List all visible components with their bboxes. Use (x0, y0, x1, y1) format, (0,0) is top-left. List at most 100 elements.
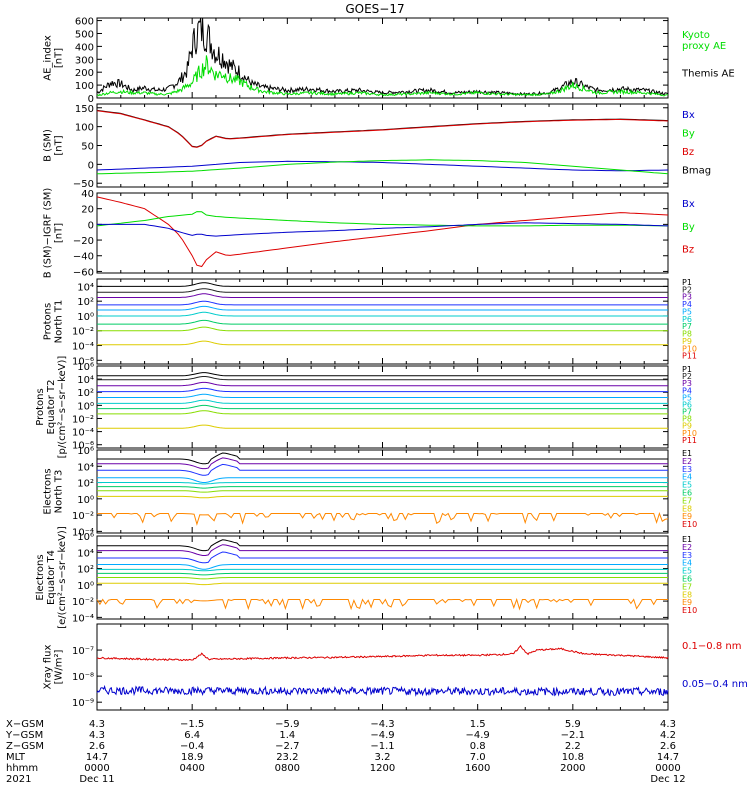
chart-title: GOES−17 (345, 2, 404, 16)
channel-label-p10: P10 (682, 344, 697, 353)
channel-label-p9: P9 (682, 422, 692, 431)
ephemeris-value: 2000 (560, 763, 585, 774)
ephemeris-value: 2.6 (660, 741, 676, 752)
channel-e7 (97, 490, 668, 493)
y-tick-label: 10⁶ (77, 532, 94, 543)
channel-e1 (97, 539, 668, 552)
channel-label-p2: P2 (682, 372, 692, 381)
ephemeris-value: 4.3 (89, 719, 105, 730)
legend-by: By (682, 128, 695, 139)
channel-label-p11: P11 (682, 436, 697, 445)
y-axis-label: [W/m²] (54, 649, 65, 684)
channel-e2 (97, 457, 668, 470)
channel-label-e6: E6 (682, 489, 692, 498)
series-bx (97, 222, 669, 237)
channel-label-e9: E9 (682, 598, 692, 607)
channel-label-e4: E4 (682, 559, 692, 568)
y-tick-label: 200 (75, 68, 94, 79)
channel-label-p6: P6 (682, 400, 692, 409)
y-tick-label: 10⁻⁹ (72, 698, 94, 709)
legend-bz: Bz (682, 245, 694, 256)
ephemeris-value: 18.9 (181, 752, 203, 763)
y-tick-label: 0 (88, 220, 94, 231)
y-tick-label: 10² (77, 297, 94, 308)
panel-frame (96, 103, 669, 188)
channel-p5 (97, 393, 668, 398)
legend-proxy-ae: proxy AE (682, 41, 726, 52)
series-bx (96, 160, 669, 172)
channel-p1 (97, 282, 668, 287)
y-axis-label: Electrons (35, 554, 46, 600)
channel-label-e2: E2 (682, 457, 692, 466)
ephemeris-value: 10.8 (562, 752, 584, 763)
series-by (96, 211, 668, 227)
y-tick-label: 10⁻⁸ (72, 672, 94, 683)
channel-e8 (97, 495, 668, 499)
y-tick-label: 10² (77, 479, 94, 490)
y-tick-label: 10⁻⁷ (72, 646, 94, 657)
channel-label-e7: E7 (682, 496, 692, 505)
y-tick-label: 10⁴ (77, 548, 94, 559)
panel-frame (96, 623, 669, 711)
channel-p7 (97, 319, 668, 325)
channel-label-p4: P4 (682, 300, 692, 309)
channel-e6 (97, 486, 668, 489)
channel-label-p3: P3 (682, 293, 692, 302)
ephemeris-value: −2.1 (561, 730, 585, 741)
ephemeris-value: 0000 (84, 763, 109, 774)
channel-label-e9: E9 (682, 512, 692, 521)
ephemeris-value: −1.5 (180, 719, 204, 730)
ephemeris-value: 1200 (370, 763, 395, 774)
channel-label-e8: E8 (682, 504, 692, 513)
ephemeris-value: 1.5 (470, 719, 486, 730)
y-tick-label: 0 (88, 94, 94, 105)
series-bz (96, 110, 669, 148)
ephemeris-value: −1.1 (370, 741, 394, 752)
ephemeris-value: 4.3 (89, 730, 105, 741)
y-axis-label: Protons (43, 303, 54, 340)
series-0-1-0-8-nm (96, 644, 669, 662)
y-tick-label: 10⁻² (72, 327, 94, 338)
y-tick-label: 10⁰ (77, 312, 94, 323)
ephemeris-value: Dec 11 (79, 774, 114, 785)
channel-p9 (97, 340, 668, 346)
y-tick-label: 150 (75, 104, 94, 115)
channel-label-p7: P7 (682, 322, 692, 331)
channel-label-p11: P11 (682, 352, 697, 361)
series-kyoto-proxy-ae (96, 55, 669, 97)
channel-label-p3: P3 (682, 379, 692, 388)
ephemeris-value: 14.7 (86, 752, 108, 763)
ephemeris-value: 0400 (179, 763, 204, 774)
legend-bmag: Bmag (682, 165, 711, 176)
y-tick-label: 10⁶ (77, 446, 94, 457)
channel-label-p8: P8 (682, 415, 692, 424)
y-axis-label: North T1 (54, 300, 65, 344)
y-tick-label: 50 (81, 142, 94, 153)
series-bz (96, 196, 669, 268)
channel-e8 (97, 582, 668, 586)
ephemeris-value: 6.4 (184, 730, 200, 741)
channel-p9 (97, 424, 668, 429)
y-tick-label: 10⁴ (77, 462, 94, 473)
channel-p4 (97, 387, 668, 393)
channel-e5 (97, 482, 668, 485)
channel-label-e3: E3 (682, 465, 692, 474)
channel-label-p6: P6 (682, 315, 692, 324)
channel-e3 (97, 551, 668, 564)
ephemeris-value: 5.9 (565, 719, 581, 730)
legend-0-05-0-4-nm: 0.05−0.4 nm (682, 679, 748, 690)
y-tick-label: 600 (75, 17, 94, 28)
series-themis-ae (96, 17, 669, 96)
y-tick-label: 10⁰ (77, 495, 94, 506)
y-tick-label: 300 (75, 55, 94, 66)
y-axis-label: AE_index (43, 35, 54, 81)
ephemeris-value: 1.4 (279, 730, 295, 741)
ephemeris-value: 14.7 (657, 752, 679, 763)
y-tick-label: 10⁻⁴ (72, 342, 94, 353)
channel-label-p10: P10 (682, 429, 697, 438)
y-tick-label: 10⁴ (77, 282, 94, 293)
ephemeris-value: −5.9 (275, 719, 299, 730)
channel-label-p4: P4 (682, 386, 692, 395)
ephemeris-value: 23.2 (276, 752, 298, 763)
